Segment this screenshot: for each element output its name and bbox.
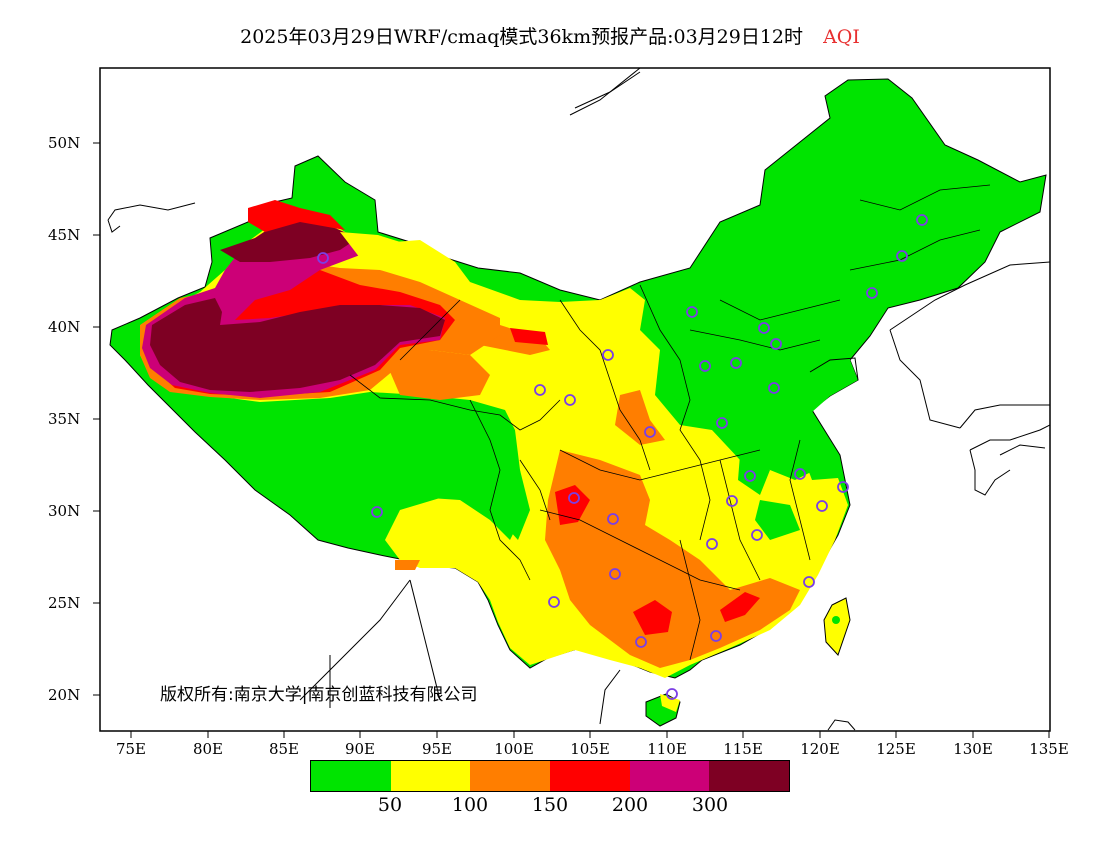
legend-swatch-very-unhealthy: [629, 761, 710, 791]
lon-label-130e: 130E: [953, 740, 993, 758]
province-borders: [349, 184, 991, 661]
lon-label-95e: 95E: [421, 740, 453, 758]
legend-label-300: 300: [691, 794, 729, 816]
legend-label-50: 50: [377, 794, 403, 816]
lat-label-25n: 25N: [48, 594, 81, 612]
title-text: 2025年03月29日WRF/cmaq模式36km预报产品:03月29日12时: [240, 26, 804, 48]
lon-label-75e: 75E: [115, 740, 147, 758]
lat-label-45n: 45N: [48, 226, 81, 244]
aqi-legend: [310, 760, 790, 792]
legend-swatch-usg: [470, 761, 551, 791]
lon-label-135e: 135E: [1029, 740, 1069, 758]
lon-label-100e: 100E: [494, 740, 534, 758]
legend-swatch-hazardous: [709, 761, 790, 791]
taiwan-island: [823, 597, 851, 656]
variable-label: AQI: [823, 26, 860, 48]
lat-label-35n: 35N: [48, 410, 81, 428]
lon-label-90e: 90E: [344, 740, 376, 758]
legend-label-150: 150: [531, 794, 569, 816]
legend-swatch-unhealthy: [550, 761, 630, 791]
lon-label-120e: 120E: [800, 740, 840, 758]
legend-label-100: 100: [451, 794, 489, 816]
legend-label-200: 200: [611, 794, 649, 816]
lon-label-105e: 105E: [570, 740, 610, 758]
lon-label-80e: 80E: [192, 740, 224, 758]
axis-ticks: [93, 142, 1050, 738]
lon-label-115e: 115E: [723, 740, 763, 758]
lat-label-20n: 20N: [48, 686, 81, 704]
copyright-text: 版权所有:南京大学|南京创蓝科技有限公司: [160, 685, 478, 705]
lat-label-50n: 50N: [48, 134, 81, 152]
map-title: 2025年03月29日WRF/cmaq模式36km预报产品:03月29日12时 …: [0, 22, 1100, 49]
lon-label-125e: 125E: [876, 740, 916, 758]
lat-label-40n: 40N: [48, 318, 81, 336]
legend-swatch-good: [311, 761, 391, 791]
legend-swatch-moderate: [390, 761, 471, 791]
lon-label-110e: 110E: [647, 740, 687, 758]
coastlines: [107, 68, 1050, 731]
station-markers: [317, 214, 928, 700]
lon-label-85e: 85E: [268, 740, 300, 758]
lat-label-30n: 30N: [48, 502, 81, 520]
